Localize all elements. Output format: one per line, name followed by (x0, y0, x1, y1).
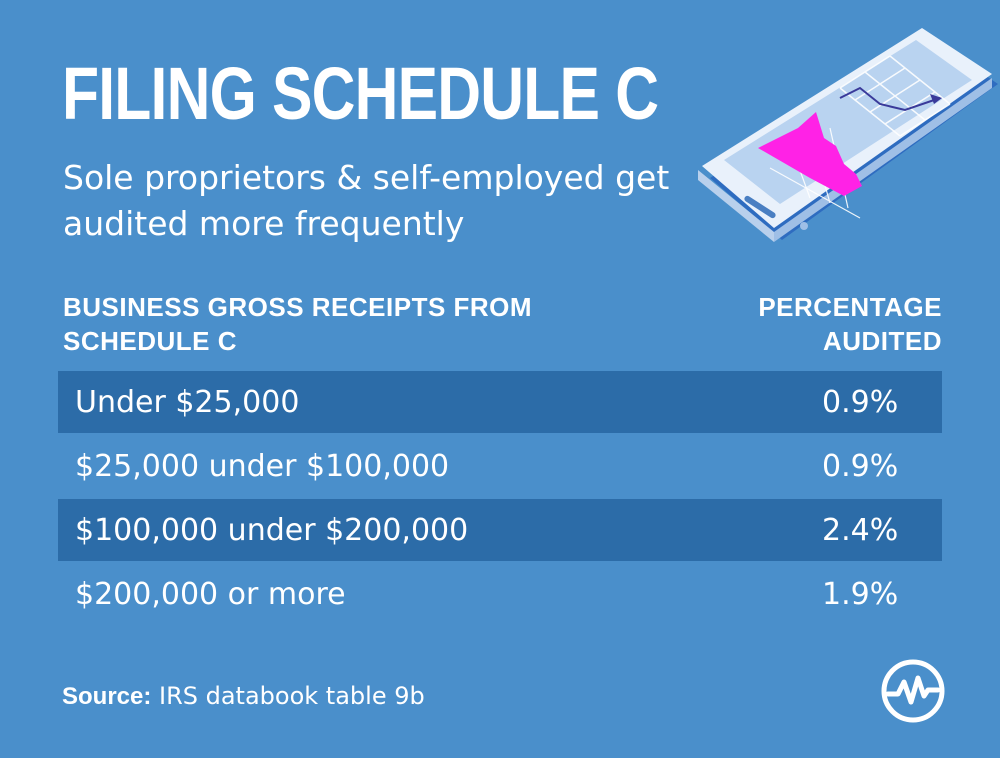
source-label: Source: (62, 683, 152, 710)
column-header-percentage: PERCENTAGE AUDITED (758, 292, 942, 356)
page-title: FILING SCHEDULE C (62, 52, 659, 135)
row-category-label: Under $25,000 (75, 384, 300, 420)
row-percentage-value: 1.9% (822, 576, 899, 612)
row-category-label: $25,000 under $100,000 (75, 448, 450, 484)
source-note: Source: IRS databook table 9b (62, 680, 425, 713)
row-percentage-value: 0.9% (822, 448, 899, 484)
column-header-receipts: BUSINESS GROSS RECEIPTS FROM SCHEDULE C (63, 292, 533, 356)
table-row: Under $25,000 0.9% (58, 371, 942, 433)
source-text: IRS databook table 9b (151, 682, 425, 710)
row-category-label: $100,000 under $200,000 (75, 512, 469, 548)
row-category-label: $200,000 or more (75, 576, 346, 612)
page-subtitle: Sole proprietors & self-employed get aud… (63, 158, 670, 243)
wave-logo-icon (881, 659, 945, 723)
audit-table: Under $25,000 0.9% $25,000 under $100,00… (58, 371, 942, 627)
row-percentage-value: 0.9% (822, 384, 899, 420)
table-row: $25,000 under $100,000 0.9% (58, 435, 942, 497)
table-row: $100,000 under $200,000 2.4% (58, 499, 942, 561)
row-percentage-value: 2.4% (822, 512, 899, 548)
table-row: $200,000 or more 1.9% (58, 563, 942, 625)
tablet-chart-illustration (698, 28, 998, 242)
